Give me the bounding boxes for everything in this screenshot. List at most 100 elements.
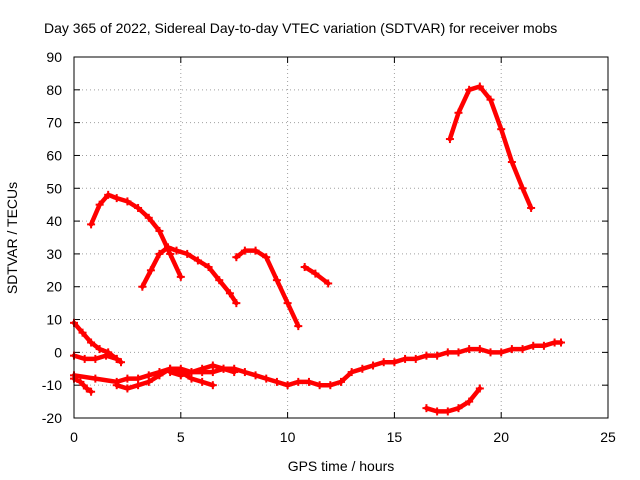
data-point-arc1 bbox=[166, 249, 175, 258]
data-point-arc5 bbox=[465, 85, 474, 94]
data-point-cluster bbox=[326, 381, 335, 390]
data-point-arc6 bbox=[87, 338, 96, 347]
data-point-arc9 bbox=[433, 407, 442, 416]
data-point-arc9 bbox=[454, 404, 463, 413]
data-point-arc6 bbox=[116, 358, 125, 367]
data-point-arc2 bbox=[183, 249, 192, 258]
data-point-cluster bbox=[422, 351, 431, 360]
data-point-arc8 bbox=[82, 384, 91, 393]
y-tick-label: -20 bbox=[42, 410, 62, 426]
data-point-cluster bbox=[411, 354, 420, 363]
data-point-cluster2 bbox=[155, 371, 164, 380]
y-tick-label: 90 bbox=[46, 49, 62, 65]
data-point-cluster bbox=[557, 338, 566, 347]
data-point-cluster bbox=[337, 377, 345, 386]
series-line-cluster2 bbox=[114, 366, 216, 391]
y-axis-label: SDTVAR / TECUs bbox=[4, 182, 20, 294]
data-point-cluster2 bbox=[112, 381, 121, 390]
data-point-cluster bbox=[443, 348, 452, 357]
series-line-arc8 bbox=[71, 376, 94, 394]
data-point-arc5 bbox=[497, 125, 506, 134]
data-point-arc3 bbox=[240, 246, 249, 255]
data-point-arc5 bbox=[507, 158, 516, 167]
data-point-cluster bbox=[272, 377, 281, 386]
data-point-cluster bbox=[539, 341, 548, 350]
x-tick-label: 0 bbox=[70, 429, 78, 445]
series-line-arc1 bbox=[88, 192, 184, 280]
data-point-arc7 bbox=[112, 354, 121, 363]
data-point-arc3 bbox=[232, 253, 241, 262]
data-point-cluster bbox=[401, 354, 410, 363]
data-point-cluster3 bbox=[198, 364, 207, 373]
data-point-arc1 bbox=[104, 190, 113, 199]
data-point-arc5 bbox=[518, 184, 527, 193]
data-point-arc8 bbox=[76, 377, 85, 386]
data-point-cluster2 bbox=[123, 384, 132, 393]
data-point-cluster bbox=[486, 348, 495, 357]
data-point-arc6 bbox=[95, 345, 104, 354]
data-point-arc5 bbox=[445, 135, 454, 144]
x-axis-label: GPS time / hours bbox=[288, 458, 395, 474]
y-tick-label: 50 bbox=[46, 180, 62, 196]
y-tick-label: 30 bbox=[46, 246, 62, 262]
data-point-arc1 bbox=[144, 213, 153, 222]
data-point-arc7 bbox=[102, 351, 111, 360]
data-point-cluster3 bbox=[176, 371, 185, 380]
data-point-arc5 bbox=[527, 203, 536, 212]
x-tick-label: 10 bbox=[280, 429, 296, 445]
data-point-cluster bbox=[518, 345, 527, 354]
data-point-arc2 bbox=[204, 263, 213, 272]
x-tick-label: 15 bbox=[387, 429, 403, 445]
x-tick-label: 20 bbox=[493, 429, 509, 445]
data-point-arc4 bbox=[300, 263, 309, 272]
data-point-arc9 bbox=[443, 407, 452, 416]
data-point-arc2 bbox=[138, 282, 147, 291]
data-point-cluster bbox=[283, 381, 292, 390]
data-point-arc9 bbox=[422, 404, 431, 413]
y-tick-label: 10 bbox=[46, 312, 62, 328]
y-tick-label: 80 bbox=[46, 82, 62, 98]
data-point-arc3 bbox=[283, 299, 292, 308]
data-point-cluster bbox=[507, 345, 516, 354]
data-point-arc4 bbox=[324, 279, 333, 288]
data-point-arc7 bbox=[91, 354, 100, 363]
y-tick-label: 70 bbox=[46, 115, 62, 131]
data-point-arc5 bbox=[454, 108, 463, 117]
data-point-cluster2 bbox=[134, 381, 143, 390]
data-point-arc1 bbox=[123, 197, 132, 206]
data-point-arc7 bbox=[80, 354, 89, 363]
data-point-cluster bbox=[123, 374, 132, 383]
data-point-cluster2 bbox=[208, 381, 217, 390]
data-point-arc1 bbox=[176, 272, 185, 281]
data-point-cluster bbox=[454, 348, 463, 357]
data-point-cluster bbox=[294, 377, 303, 386]
data-point-cluster bbox=[465, 345, 474, 354]
data-point-arc6 bbox=[78, 328, 87, 337]
data-point-cluster3 bbox=[166, 368, 175, 377]
chart-title: Day 365 of 2022, Sidereal Day-to-day VTE… bbox=[44, 20, 557, 36]
data-point-cluster3 bbox=[187, 368, 196, 377]
data-point-arc2 bbox=[155, 249, 164, 258]
x-tick-label: 25 bbox=[600, 429, 616, 445]
y-tick-label: 0 bbox=[54, 344, 62, 360]
data-point-cluster2 bbox=[144, 377, 153, 386]
data-point-cluster2 bbox=[198, 377, 207, 386]
series-group bbox=[70, 82, 566, 416]
data-point-cluster bbox=[529, 341, 538, 350]
data-point-arc2 bbox=[193, 256, 202, 265]
y-tick-label: -10 bbox=[42, 377, 62, 393]
data-point-cluster bbox=[379, 358, 388, 367]
data-point-arc3 bbox=[262, 253, 271, 262]
data-point-cluster3 bbox=[219, 364, 228, 373]
data-point-cluster bbox=[251, 371, 260, 380]
data-point-cluster bbox=[369, 361, 378, 370]
data-point-arc5 bbox=[475, 82, 484, 91]
data-point-arc9 bbox=[475, 384, 484, 393]
data-point-arc1 bbox=[95, 200, 104, 209]
data-point-cluster bbox=[304, 377, 313, 386]
data-point-arc8 bbox=[87, 387, 96, 396]
data-point-arc1 bbox=[155, 226, 164, 235]
data-point-cluster bbox=[315, 381, 324, 390]
